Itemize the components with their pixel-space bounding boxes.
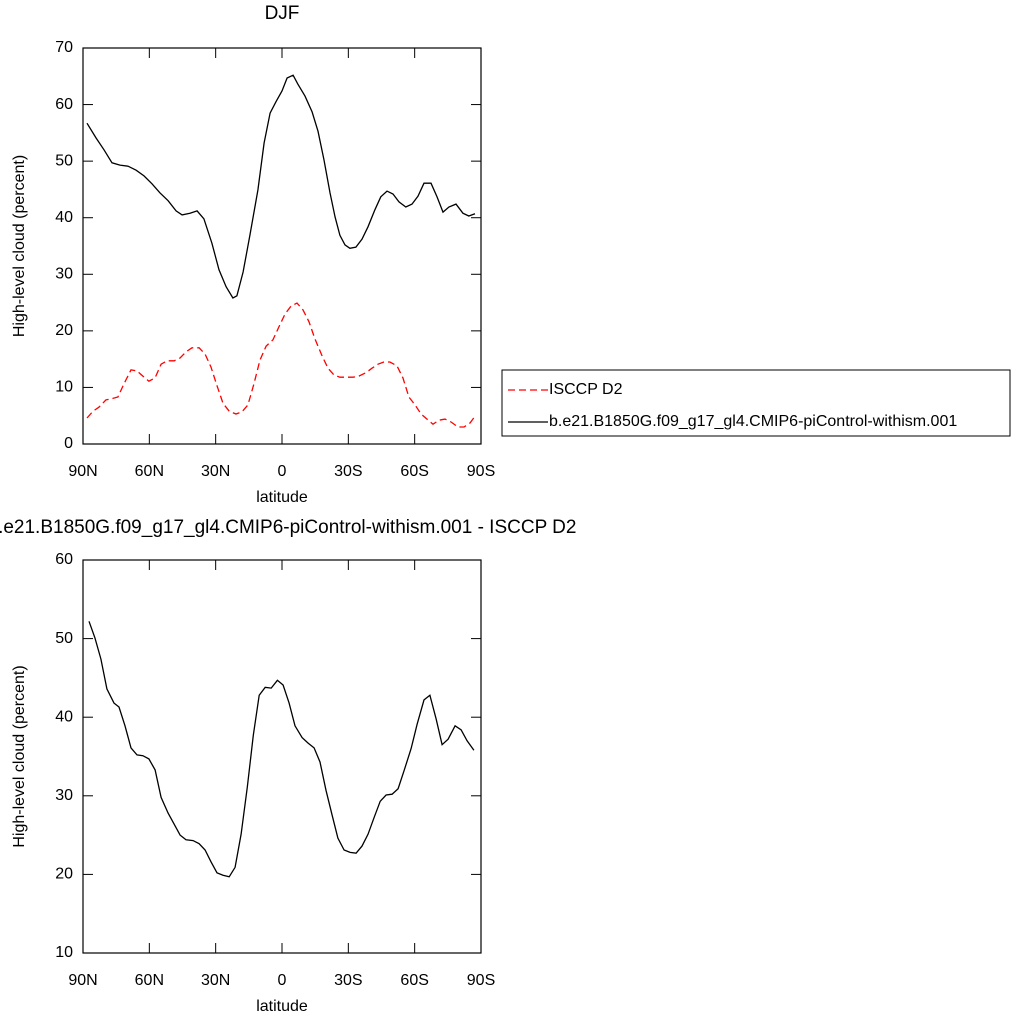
y-tick-label: 40: [55, 708, 73, 725]
plot-frame: [82, 47, 482, 445]
data-line: [86, 302, 476, 428]
y-tick-label: 20: [55, 322, 73, 339]
chart-title: b.e21.B1850G.f09_g17_gl4.CMIP6-piControl…: [0, 517, 576, 538]
y-axis-label: High-level cloud (percent): [11, 665, 28, 847]
data-line: [88, 621, 475, 878]
x-tick-label: 60S: [400, 972, 428, 989]
y-tick-label: 30: [55, 266, 73, 283]
y-tick-label: 60: [55, 96, 73, 113]
x-tick-label: 30N: [201, 463, 230, 480]
x-tick-label: 30S: [334, 972, 362, 989]
y-tick-label: 10: [55, 379, 73, 396]
y-tick-label: 50: [55, 630, 73, 647]
plot-frame: [82, 559, 482, 954]
legend-box: [501, 369, 1011, 437]
x-tick-label: 90S: [467, 972, 495, 989]
x-tick-label: 90N: [68, 463, 97, 480]
y-tick-label: 70: [55, 39, 73, 56]
y-tick-label: 40: [55, 209, 73, 226]
x-axis-label: latitude: [256, 998, 308, 1015]
legend-label: b.e21.B1850G.f09_g17_gl4.CMIP6-piControl…: [549, 413, 957, 430]
x-tick-label: 0: [278, 463, 287, 480]
data-line: [86, 74, 476, 299]
x-tick-label: 60S: [400, 463, 428, 480]
x-tick-label: 0: [278, 972, 287, 989]
chart-title: DJF: [265, 3, 300, 24]
x-tick-label: 90N: [68, 972, 97, 989]
x-tick-label: 60N: [135, 463, 164, 480]
x-tick-label: 90S: [467, 463, 495, 480]
y-axis-label: High-level cloud (percent): [11, 155, 28, 337]
legend-label: ISCCP D2: [549, 381, 623, 398]
x-tick-label: 30N: [201, 972, 230, 989]
y-tick-label: 10: [55, 944, 73, 961]
x-axis-label: latitude: [256, 489, 308, 506]
y-tick-label: 20: [55, 866, 73, 883]
x-tick-label: 60N: [135, 972, 164, 989]
y-tick-label: 50: [55, 152, 73, 169]
y-tick-label: 0: [64, 435, 73, 452]
x-tick-label: 30S: [334, 463, 362, 480]
y-tick-label: 30: [55, 787, 73, 804]
y-tick-label: 60: [55, 551, 73, 568]
